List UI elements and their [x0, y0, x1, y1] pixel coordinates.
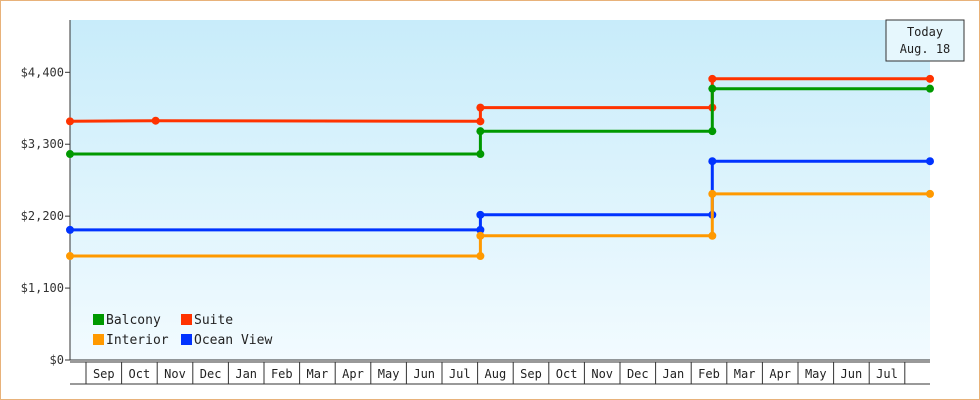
y-tick-label: $0 — [50, 353, 64, 367]
data-point — [66, 225, 74, 234]
data-point — [66, 252, 74, 261]
data-point — [708, 189, 717, 198]
series-suite — [66, 74, 934, 126]
x-tick-label: Oct — [129, 367, 151, 381]
x-tick-label: Feb — [698, 367, 720, 381]
data-point — [476, 150, 485, 159]
data-point — [926, 189, 934, 198]
x-tick-label: Dec — [627, 367, 649, 381]
plot-area — [70, 20, 930, 360]
x-tick-label: Nov — [164, 367, 186, 381]
y-tick-label: $1,100 — [21, 281, 64, 295]
x-tick-label: Aug — [485, 367, 507, 381]
y-tick-label: $2,200 — [21, 209, 64, 223]
legend-swatch — [181, 334, 192, 345]
data-point — [476, 225, 485, 234]
series-interior — [66, 189, 934, 261]
series-line — [70, 87, 930, 156]
data-point — [476, 231, 485, 240]
x-tick-label: Jul — [449, 367, 471, 381]
legend-label: Ocean View — [194, 333, 272, 348]
series-line — [70, 159, 930, 232]
data-point — [476, 252, 485, 261]
data-point — [476, 210, 485, 219]
data-point — [926, 74, 934, 83]
x-tick-label: Mar — [307, 367, 329, 381]
data-point — [66, 150, 74, 159]
today-label: Today — [907, 25, 943, 39]
x-tick-label: Nov — [591, 367, 613, 381]
data-point — [151, 116, 160, 125]
data-point — [926, 157, 934, 166]
y-axis: $0 $1,100 $2,200 $3,300 $4,400 — [21, 20, 71, 367]
legend-label: Suite — [194, 313, 233, 328]
x-tick-label: Jan — [235, 367, 257, 381]
x-tick-label: Jun — [841, 367, 863, 381]
x-tick-label: Jun — [413, 367, 435, 381]
data-point — [476, 127, 485, 136]
data-point — [66, 117, 74, 126]
x-tick-label: Oct — [556, 367, 578, 381]
data-point — [926, 84, 934, 93]
series-ocean-view — [66, 157, 934, 234]
data-point — [708, 74, 717, 83]
x-tick-label: Jul — [876, 367, 898, 381]
x-axis: Sep Oct Nov Dec Jan Feb Mar Apr May Jun Jul Aug Sep O… — [70, 359, 930, 385]
legend-swatch — [93, 314, 104, 325]
x-tick-label: Sep — [93, 367, 115, 381]
y-tick-label: $4,400 — [21, 65, 64, 79]
series-layer — [66, 74, 934, 261]
series-balcony — [66, 84, 934, 159]
x-tick-label: Dec — [200, 367, 222, 381]
legend-swatch — [93, 334, 104, 345]
x-tick-label: May — [805, 367, 827, 381]
today-marker: Today Aug. 18 — [885, 19, 965, 62]
data-point — [708, 84, 717, 93]
legend: Balcony Suite Interior Ocean View — [93, 313, 272, 348]
legend-label: Balcony — [106, 313, 161, 328]
data-point — [476, 117, 485, 126]
x-tick-label: Jan — [663, 367, 685, 381]
x-tick-label: Mar — [734, 367, 756, 381]
y-tick-label: $3,300 — [21, 137, 64, 151]
today-date: Aug. 18 — [900, 42, 951, 56]
data-point — [708, 157, 717, 166]
legend-swatch — [181, 314, 192, 325]
x-tick-label: Apr — [769, 367, 791, 381]
data-point — [708, 127, 717, 136]
x-tick-label: Apr — [342, 367, 364, 381]
today-box — [885, 19, 965, 62]
x-tick-label: Feb — [271, 367, 293, 381]
legend-label: Interior — [106, 333, 169, 348]
series-line — [70, 192, 930, 258]
data-point — [708, 231, 717, 240]
x-tick-label: May — [378, 367, 400, 381]
data-point — [476, 103, 485, 112]
x-tick-label: Sep — [520, 367, 542, 381]
